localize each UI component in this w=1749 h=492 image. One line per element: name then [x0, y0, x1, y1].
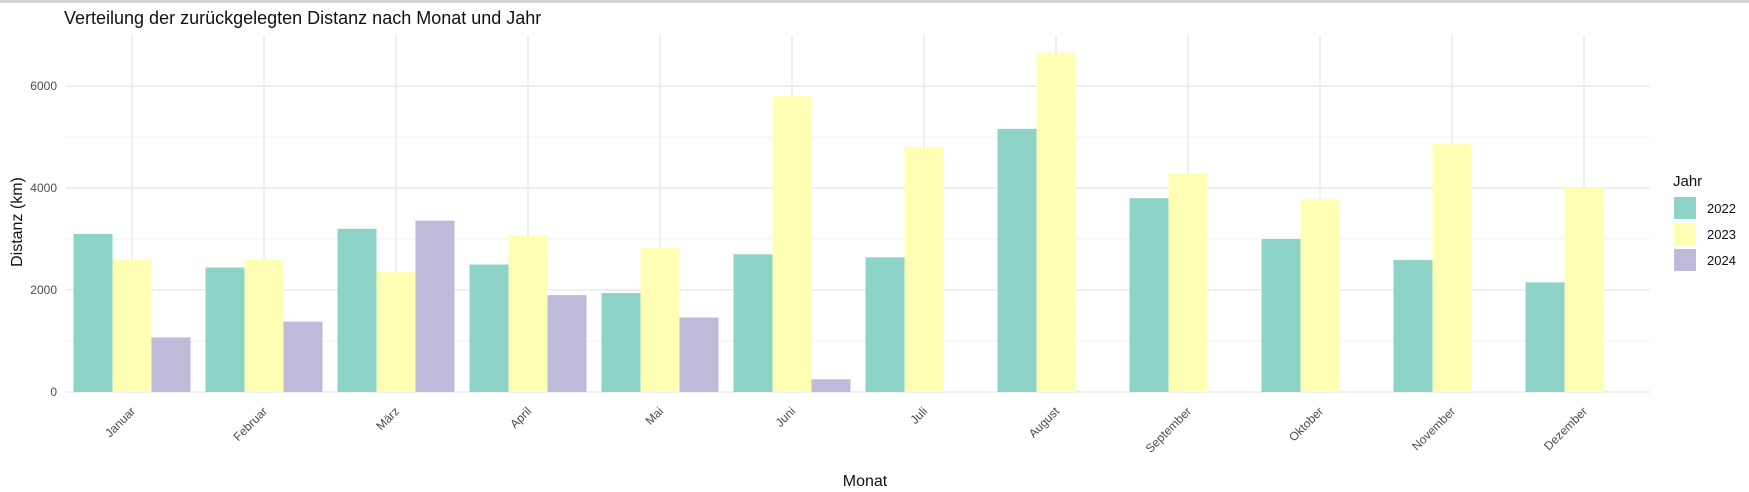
x-axis-ticks: Januar Februar März April Mai Juni Juli August S…: [102, 404, 1590, 456]
bar-2024-Juni: [811, 379, 851, 392]
bar-2024-April: [547, 295, 587, 392]
y-tick-label: 0: [50, 385, 57, 399]
bar-2022-September: [1129, 198, 1169, 392]
y-axis-ticks: 0 2000 4000 6000: [30, 79, 57, 399]
x-tick-label: August: [1026, 404, 1063, 441]
bar-2023-Juli: [904, 147, 944, 392]
legend-label-2024: 2024: [1707, 253, 1736, 268]
bar-2022-Januar: [73, 233, 113, 392]
bar-2024-März: [415, 220, 455, 392]
bar-2023-September: [1168, 173, 1208, 392]
y-tick-label: 6000: [30, 79, 57, 93]
x-tick-label: November: [1409, 404, 1458, 453]
bar-2022-August: [997, 128, 1037, 392]
legend-label-2023: 2023: [1707, 227, 1736, 242]
bar-2022-Oktober: [1261, 239, 1301, 392]
y-tick-label: 4000: [30, 181, 57, 195]
y-axis-title: Distanz (km): [9, 177, 26, 267]
x-tick-label: April: [507, 404, 534, 431]
bar-2022-März: [337, 228, 377, 392]
legend-swatch-2022: [1674, 197, 1696, 219]
bar-2023-Dezember: [1564, 188, 1604, 392]
x-tick-label: Juli: [907, 404, 930, 427]
bar-2023-November: [1432, 143, 1472, 392]
legend-label-2022: 2022: [1707, 201, 1736, 216]
bar-2022-Dezember: [1525, 282, 1565, 392]
bar-2022-Juni: [733, 254, 773, 392]
y-tick-label: 2000: [30, 283, 57, 297]
x-tick-label: Januar: [102, 404, 138, 440]
bar-2023-Juni: [772, 96, 812, 392]
x-tick-label: Dezember: [1541, 404, 1590, 453]
bar-2022-Februar: [205, 267, 245, 392]
bars-group: [73, 52, 1604, 392]
x-tick-label: Oktober: [1286, 404, 1326, 444]
x-tick-label: März: [373, 404, 402, 433]
x-axis-title: Monat: [843, 473, 888, 490]
bar-2023-Februar: [244, 259, 284, 392]
x-tick-label: September: [1143, 404, 1194, 455]
chart-title: Verteilung der zurückgelegten Distanz na…: [64, 8, 541, 28]
bar-2022-November: [1393, 259, 1433, 392]
x-tick-label: Februar: [231, 404, 271, 444]
x-tick-label: Juni: [773, 404, 798, 429]
bar-2023-Mai: [640, 248, 680, 392]
bar-2023-April: [508, 235, 548, 392]
legend-title: Jahr: [1673, 173, 1702, 190]
legend-swatch-2023: [1674, 223, 1696, 245]
bar-2022-Mai: [601, 293, 641, 392]
bar-2024-Januar: [151, 337, 191, 392]
bar-2023-Januar: [112, 259, 152, 392]
bar-2023-Oktober: [1300, 199, 1340, 392]
legend: Jahr 2022 2023 2024: [1673, 173, 1736, 271]
bar-2023-August: [1036, 52, 1076, 392]
bar-2024-Februar: [283, 321, 323, 392]
x-tick-label: Mai: [643, 404, 667, 428]
bar-2024-Mai: [679, 317, 719, 392]
window-top-border: [0, 0, 1749, 3]
legend-swatch-2024: [1674, 249, 1696, 271]
bar-2022-April: [469, 264, 509, 392]
bar-2023-März: [376, 272, 416, 392]
bar-2022-Juli: [865, 257, 905, 392]
